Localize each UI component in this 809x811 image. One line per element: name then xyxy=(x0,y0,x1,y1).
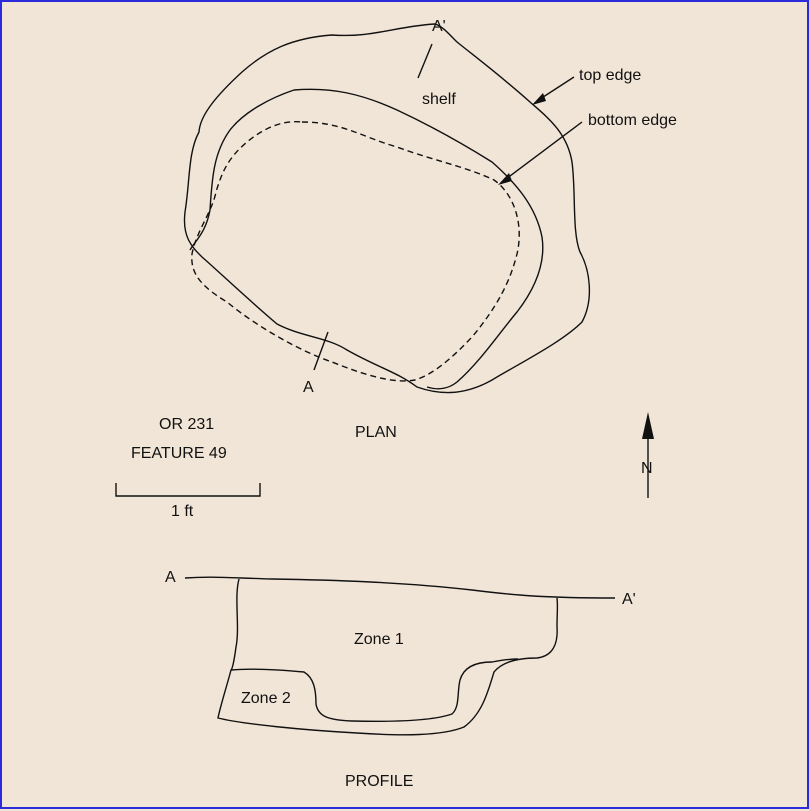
section-tick-a-prime xyxy=(417,43,433,79)
scale-bar: 1 ft xyxy=(115,483,261,520)
north-label: N xyxy=(641,460,653,477)
plan-label-a-prime: A' xyxy=(432,18,446,35)
top-edge-label: top edge xyxy=(579,67,641,84)
plan-label-a: A xyxy=(303,379,314,396)
top-edge-arrowhead xyxy=(532,93,546,105)
plan-heading: PLAN xyxy=(355,424,397,441)
zone-1-label: Zone 1 xyxy=(354,631,404,648)
plan-view: A' A shelf top edge bottom edge PLAN xyxy=(183,18,677,441)
feature-number: FEATURE 49 xyxy=(131,445,227,462)
profile-label-a-prime: A' xyxy=(622,591,636,608)
site-id: OR 231 xyxy=(159,416,214,433)
scale-label: 1 ft xyxy=(171,503,194,520)
zone-2-label: Zone 2 xyxy=(241,690,291,707)
profile-heading: PROFILE xyxy=(345,773,413,790)
profile-label-a: A xyxy=(165,569,176,586)
bottom-edge-arrowhead xyxy=(498,173,512,185)
section-tick-a xyxy=(313,331,329,371)
profile-view: A A' Zone 1 Zone 2 PROFILE xyxy=(165,569,636,790)
zone-boundary xyxy=(230,658,519,723)
bottom-edge-outline xyxy=(191,121,520,382)
ground-surface-line xyxy=(184,576,616,599)
shelf-label: shelf xyxy=(422,91,456,108)
north-arrow-head xyxy=(642,412,654,439)
bottom-edge-leader xyxy=(501,121,583,183)
north-arrow: N xyxy=(641,412,654,498)
shelf-inner-outline xyxy=(189,88,544,390)
top-edge-outline xyxy=(183,23,591,394)
pit-outline xyxy=(217,578,559,736)
bottom-edge-label: bottom edge xyxy=(588,112,677,129)
